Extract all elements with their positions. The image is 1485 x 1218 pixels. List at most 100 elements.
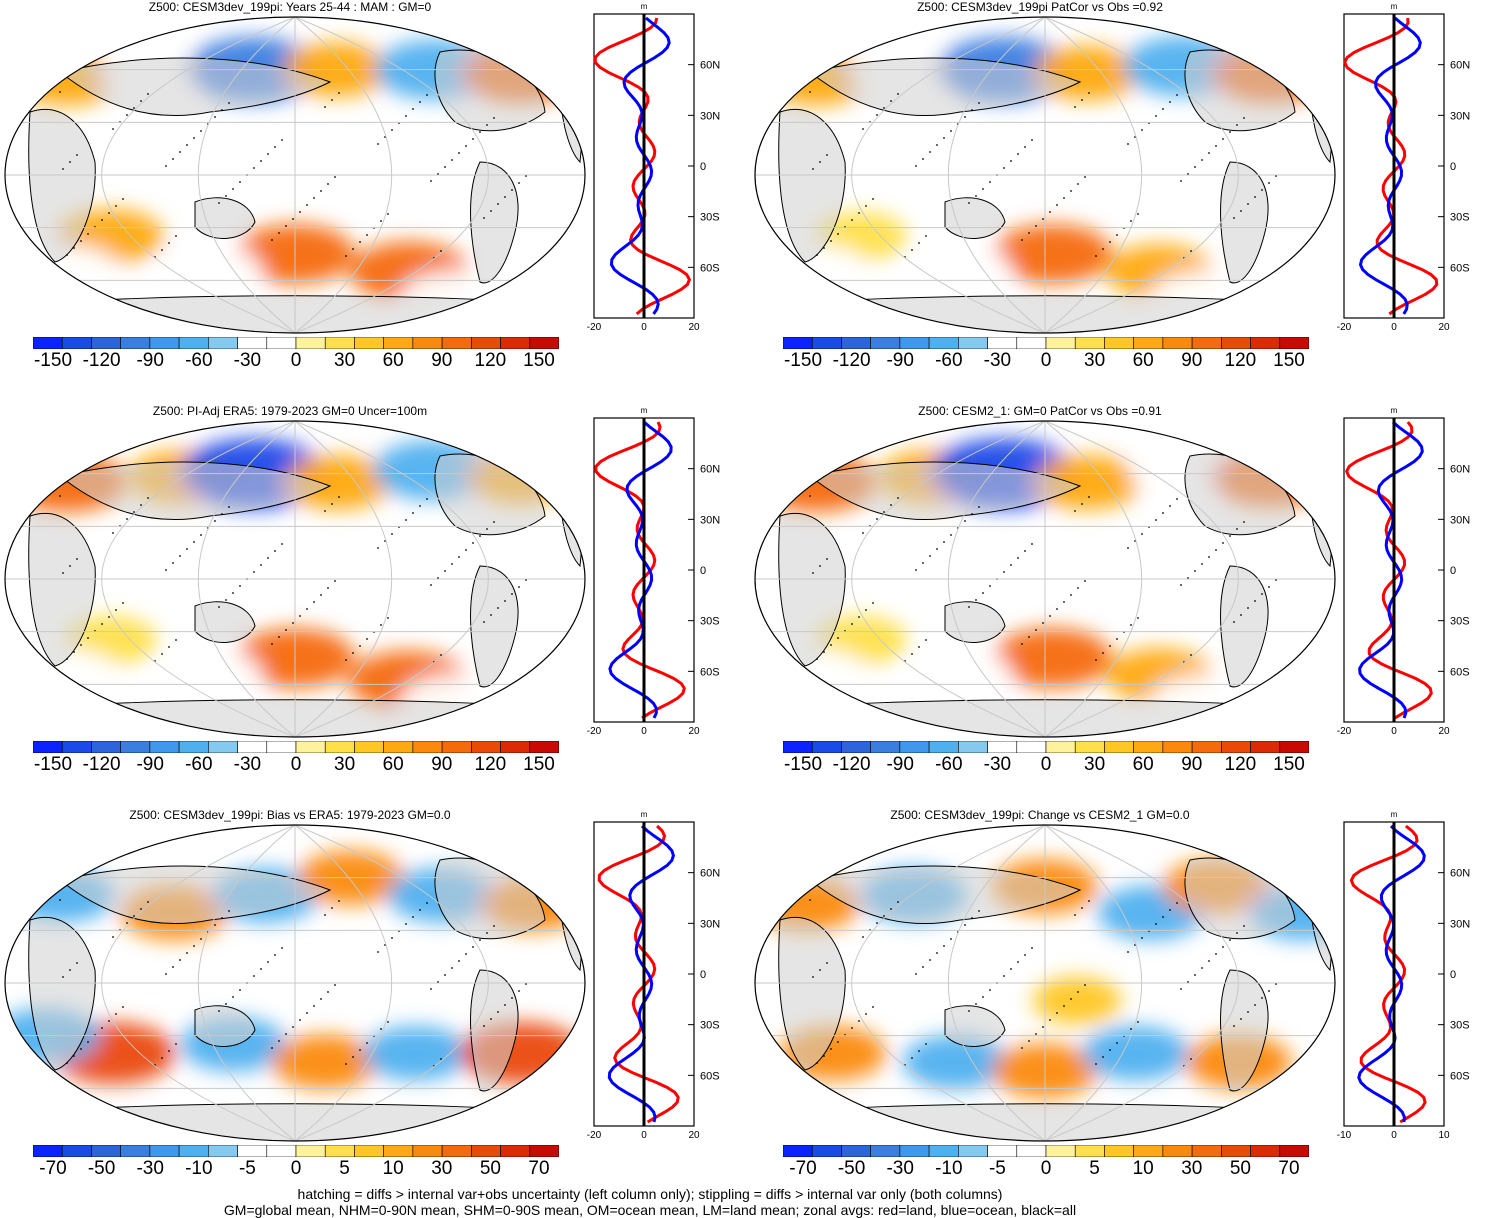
colorbar-tick-label: 70 [528,1158,550,1179]
zonal-lat-label: 30S [700,616,720,628]
zonal-lat-label: 60N [1450,868,1470,880]
colorbar-tick-label: -30 [886,1158,914,1179]
zonal-x-label: -20 [587,726,602,737]
colorbar-swatch [870,741,901,753]
colorbar-swatch [324,741,355,753]
colorbar-tick-label: -10 [185,1158,213,1179]
colorbar-tick-label: 70 [1278,1158,1300,1179]
stippling [59,495,527,663]
land-outline [28,512,96,667]
panel-title: Z500: CESM3dev_199pi: Change vs CESM2_1 … [890,808,1190,822]
zonal-lat-label: 30N [1450,514,1470,526]
land-outline [1220,565,1269,688]
colorbar-tick-label: -10 [935,1158,963,1179]
colorbar-tick-label: -60 [935,350,963,371]
colorbar-tick-label: -90 [136,350,164,371]
land-outline [944,1005,1006,1047]
colorbar-tick-label: -5 [238,1158,256,1179]
colorbar-tick-label: -90 [136,754,164,775]
colorbar-tick-label: -30 [233,350,262,371]
colorbar-swatch [61,1145,92,1157]
colorbar-tick-label: -30 [136,1158,164,1179]
zonal-x-label: -20 [587,1130,602,1141]
colorbar-tick-label: 120 [1224,350,1257,371]
colorbar-swatch [120,1145,151,1157]
colorbar-swatch [1045,337,1076,349]
colorbar-swatch [899,741,930,753]
zonal-lat-label: 60S [700,262,720,274]
zonal-x-label: 10 [1438,1130,1450,1141]
colorbar-labels: -150 -120 -90 -60 -30 0 30 60 90 120 150 [783,350,1309,374]
panel-title: Z500: PI-Adj ERA5: 1979-2023 GM=0 Uncer=… [152,404,428,418]
colorbar-swatch [1250,741,1281,753]
colorbar-swatch [354,1145,384,1157]
colorbar-tick-label: 60 [382,350,404,371]
land-outline [1220,969,1269,1092]
land-outline [778,512,846,667]
zonal-lat-label: 30N [1450,918,1470,930]
land-outline [778,916,846,1071]
colorbar-swatch [412,741,443,753]
colorbar-swatch [1221,1145,1251,1157]
colorbar-swatch [1074,741,1105,753]
colorbar-tick-label: 30 [334,350,356,371]
zonal-lat-label: 30S [1450,1020,1470,1032]
zonal-x-label: 0 [1391,322,1397,333]
stippling [59,91,527,259]
colorbar-tick-label: 150 [1273,754,1305,775]
colorbar-swatch [958,1145,988,1157]
colorbar-tick-label: 0 [1040,1158,1052,1179]
land-outline [434,453,546,536]
colorbar-tick-label: 0 [1040,754,1052,775]
zonal-lat-label: 30N [700,918,720,930]
map-border [754,824,1336,1142]
colorbar-swatch [441,337,472,349]
zonal-lat-label: 0 [700,969,706,981]
colorbar-tick-label: 90 [1181,754,1203,775]
colorbar-tick-label: 0 [1040,350,1052,371]
colorbar-swatch [1191,741,1222,753]
land-outline [1184,857,1296,940]
zonal-lat-label: 60S [1450,1070,1470,1082]
colorbar-swatch [870,1145,901,1157]
stippling [809,495,1277,663]
zonal-average-plot: m 60N 30N 0 30S 60S -20 0 20 [587,406,720,737]
colorbar-swatch [295,1145,326,1157]
land-outline [470,969,519,1092]
land-outline [28,108,96,263]
zonal-lat-label: 60N [1450,464,1470,476]
colorbar-swatch [471,337,501,349]
graticule [5,17,585,333]
colorbar-swatch [266,1145,297,1157]
zonal-x-label: 0 [1391,1130,1397,1141]
colorbar-tick-label: 0 [290,1158,302,1179]
colorbar [33,337,559,349]
zonal-average-plot: m 60N 30N 0 30S 60S -20 0 20 [587,810,720,1141]
colorbar-swatch [237,1145,268,1157]
land-outline [1220,161,1269,284]
colorbar-tick-label: 50 [479,1158,501,1179]
zonal-lat-label: 30N [1450,110,1470,122]
colorbar-swatch [1191,337,1222,349]
colorbar-swatch [529,741,559,753]
colorbar-labels: -150 -120 -90 -60 -30 0 30 60 90 120 150 [783,754,1309,778]
colorbar-swatch [1191,1145,1222,1157]
colorbar-swatch [811,337,842,349]
zonal-x-label: -20 [587,322,602,333]
colorbar-labels: -70 -50 -30 -10 -5 0 5 10 30 50 70 [783,1158,1309,1182]
graticule [755,421,1335,737]
zonal-curve [1345,421,1433,720]
land-outline [434,49,546,132]
zonal-lat-label: 0 [700,161,706,173]
colorbar-swatch [178,741,209,753]
zonal-lat-label: 60S [700,1070,720,1082]
colorbar-tick-label: -70 [39,1158,67,1179]
colorbar-tick-label: 60 [1132,350,1154,371]
land-outline [58,461,332,521]
colorbar-tick-label: -90 [886,754,914,775]
anomaly-blob [992,224,1113,284]
colorbar [783,337,1309,349]
land-outline [194,1005,256,1047]
zonal-x-label: 0 [641,726,647,737]
colorbar-swatch [178,1145,209,1157]
